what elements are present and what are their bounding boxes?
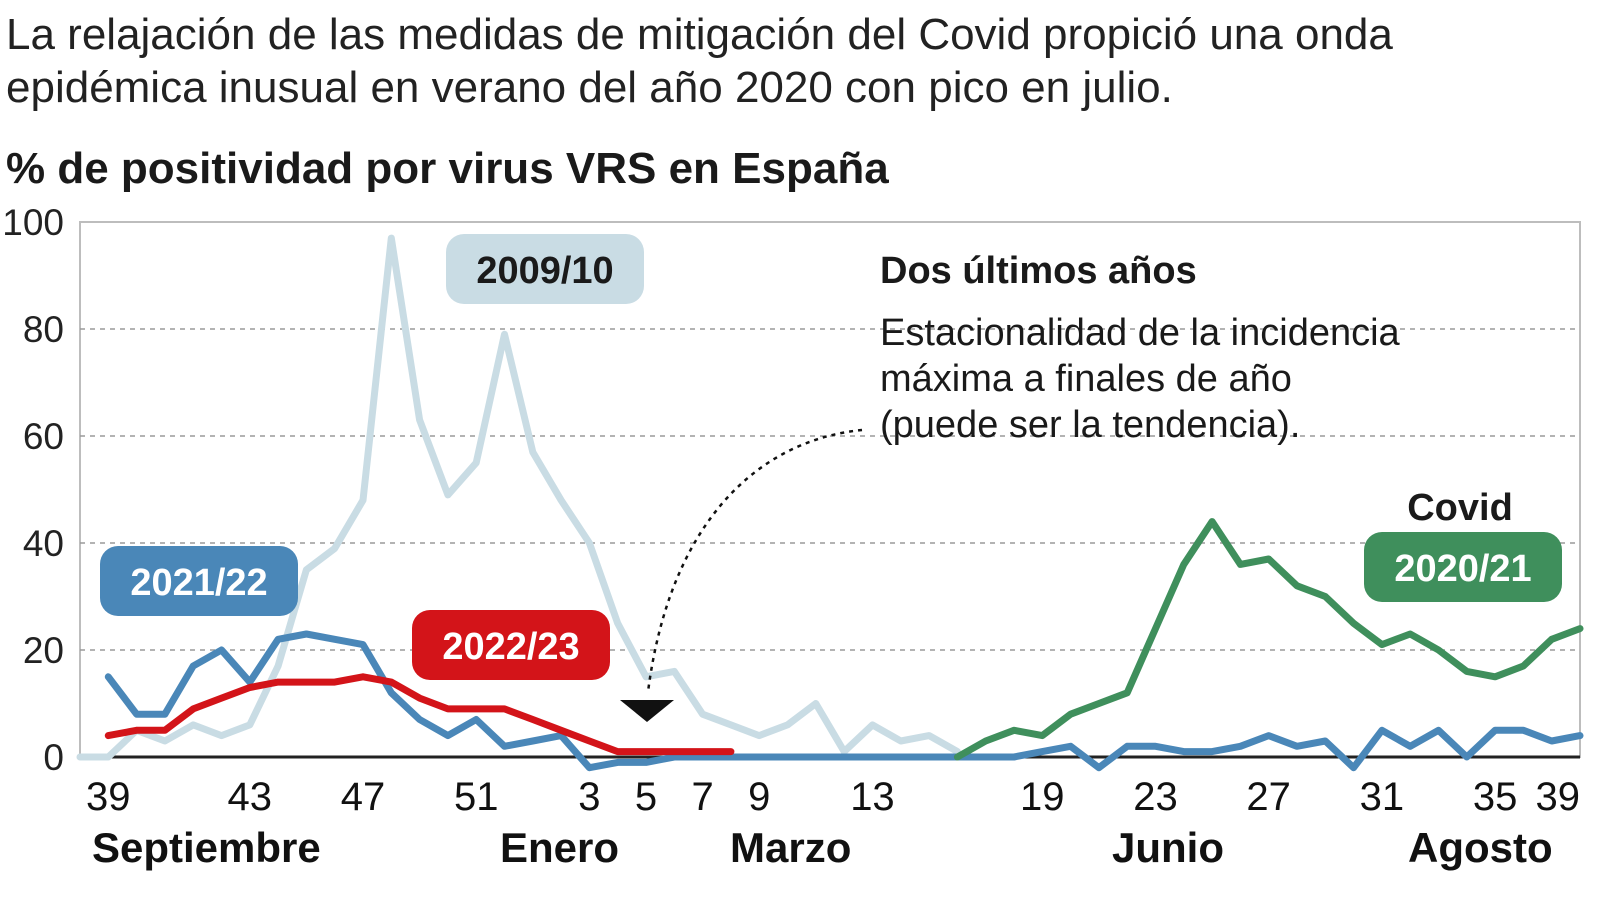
annotation-arrow-curve <box>646 428 863 693</box>
month-label: Septiembre <box>92 824 321 871</box>
annotation-title: Dos últimos años <box>880 250 1197 292</box>
month-label: Enero <box>500 824 619 871</box>
x-tick-label: 39 <box>86 775 131 819</box>
x-tick-label: 19 <box>1020 775 1065 819</box>
annotation: Dos últimos años Estacionalidad de la in… <box>620 250 1401 722</box>
x-tick-label: 23 <box>1133 775 1178 819</box>
label-2021-22-pill <box>100 546 298 616</box>
annotation-line-3: (puede ser la tendencia). <box>880 404 1300 446</box>
label-2022-23-text: 2022/23 <box>442 626 579 668</box>
x-tick-label: 43 <box>228 775 273 819</box>
series-lines <box>76 234 1584 772</box>
label-2020-21-text: 2020/21 <box>1394 548 1531 590</box>
headline: La relajación de las medidas de mitigaci… <box>6 10 1393 112</box>
label-2021-22: 2021/22 <box>100 546 298 616</box>
label-2022-23: 2022/23 <box>412 610 610 680</box>
x-tick-label: 47 <box>341 775 386 819</box>
series-line-2009-10 <box>76 234 961 761</box>
label-2009-10-text: 2009/10 <box>476 250 613 292</box>
y-tick-label: 60 <box>23 416 64 457</box>
y-tick-label: 0 <box>43 737 64 778</box>
label-covid: Covid <box>1407 487 1513 529</box>
x-tick-label: 5 <box>635 775 657 819</box>
x-tick-label: 3 <box>578 775 600 819</box>
month-label: Agosto <box>1408 824 1553 871</box>
chart-title: % de positividad por virus VRS en España <box>6 144 889 193</box>
series-line-2021-22 <box>104 630 1584 772</box>
month-label: Marzo <box>730 824 851 871</box>
x-tick-label: 13 <box>850 775 895 819</box>
label-2022-23-pill <box>412 610 610 680</box>
x-tick-label: 35 <box>1473 775 1518 819</box>
label-2020-21: Covid 2020/21 <box>1364 487 1562 602</box>
x-tick-label: 9 <box>748 775 770 819</box>
x-tick-label: 51 <box>454 775 499 819</box>
month-label: Junio <box>1112 824 1224 871</box>
series-line-2022-23 <box>104 673 735 756</box>
annotation-line-1: Estacionalidad de la incidencia <box>880 312 1401 354</box>
x-tick-label: 39 <box>1536 775 1581 819</box>
y-tick-label: 80 <box>23 309 64 350</box>
label-2021-22-text: 2021/22 <box>130 562 267 604</box>
series-line-2020-21 <box>953 518 1584 761</box>
label-2009-10: 2009/10 <box>446 234 644 304</box>
annotation-line-2: máxima a finales de año <box>880 358 1292 400</box>
y-tick-label: 40 <box>23 523 64 564</box>
annotation-arrowhead <box>620 700 674 722</box>
grid-lines <box>79 221 1581 759</box>
label-2020-21-pill <box>1364 532 1562 602</box>
y-axis: 0 20 40 60 80 100 <box>2 202 64 778</box>
x-tick-label: 27 <box>1246 775 1291 819</box>
x-tick-label: 31 <box>1360 775 1405 819</box>
x-tick-label: 7 <box>692 775 714 819</box>
y-tick-label: 20 <box>23 630 64 671</box>
y-tick-label: 100 <box>2 202 64 243</box>
label-2009-10-pill <box>446 234 644 304</box>
plot-frame <box>79 221 1581 758</box>
